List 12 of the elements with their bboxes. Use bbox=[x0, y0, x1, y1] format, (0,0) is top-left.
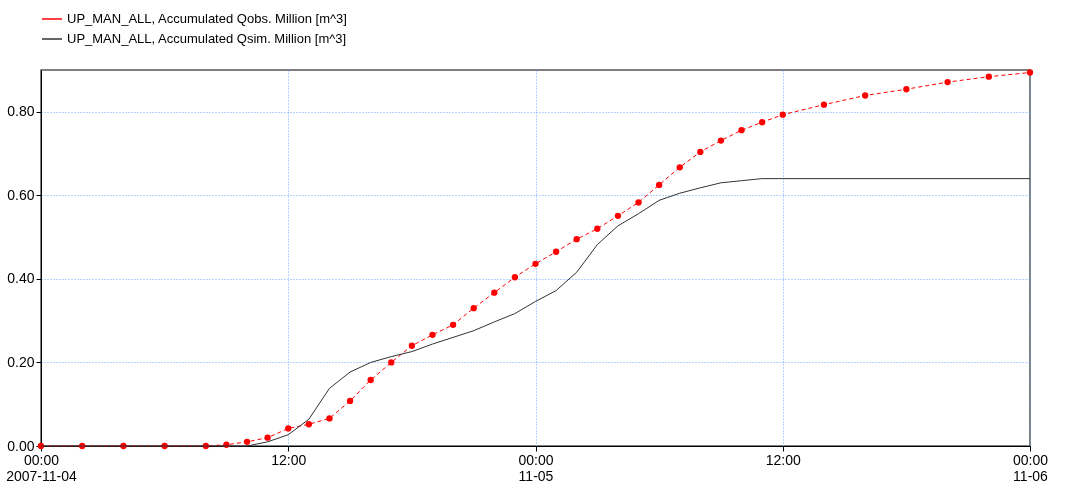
x-tick-label: 00:00 2007-11-04 bbox=[6, 451, 77, 484]
y-tick-label: 0.20 bbox=[7, 353, 35, 370]
x-tick-label: 12:00 bbox=[765, 451, 801, 468]
y-tick-label: 0.00 bbox=[7, 437, 35, 454]
y-tick-label: 0.60 bbox=[7, 186, 35, 203]
x-tick-label: 12:00 bbox=[271, 451, 307, 468]
legend-label: UP_MAN_ALL, Accumulated Qsim. Million [m^3] bbox=[67, 31, 347, 46]
y-tick-label: 0.80 bbox=[7, 103, 35, 120]
x-tick-label: 00:00 11-06 bbox=[1012, 451, 1049, 484]
x-tick-label: 00:00 11-05 bbox=[518, 451, 554, 484]
legend-label: UP_MAN_ALL, Accumulated Qobs. Million [m^3] bbox=[67, 11, 347, 26]
y-tick-label: 0.40 bbox=[7, 270, 35, 287]
